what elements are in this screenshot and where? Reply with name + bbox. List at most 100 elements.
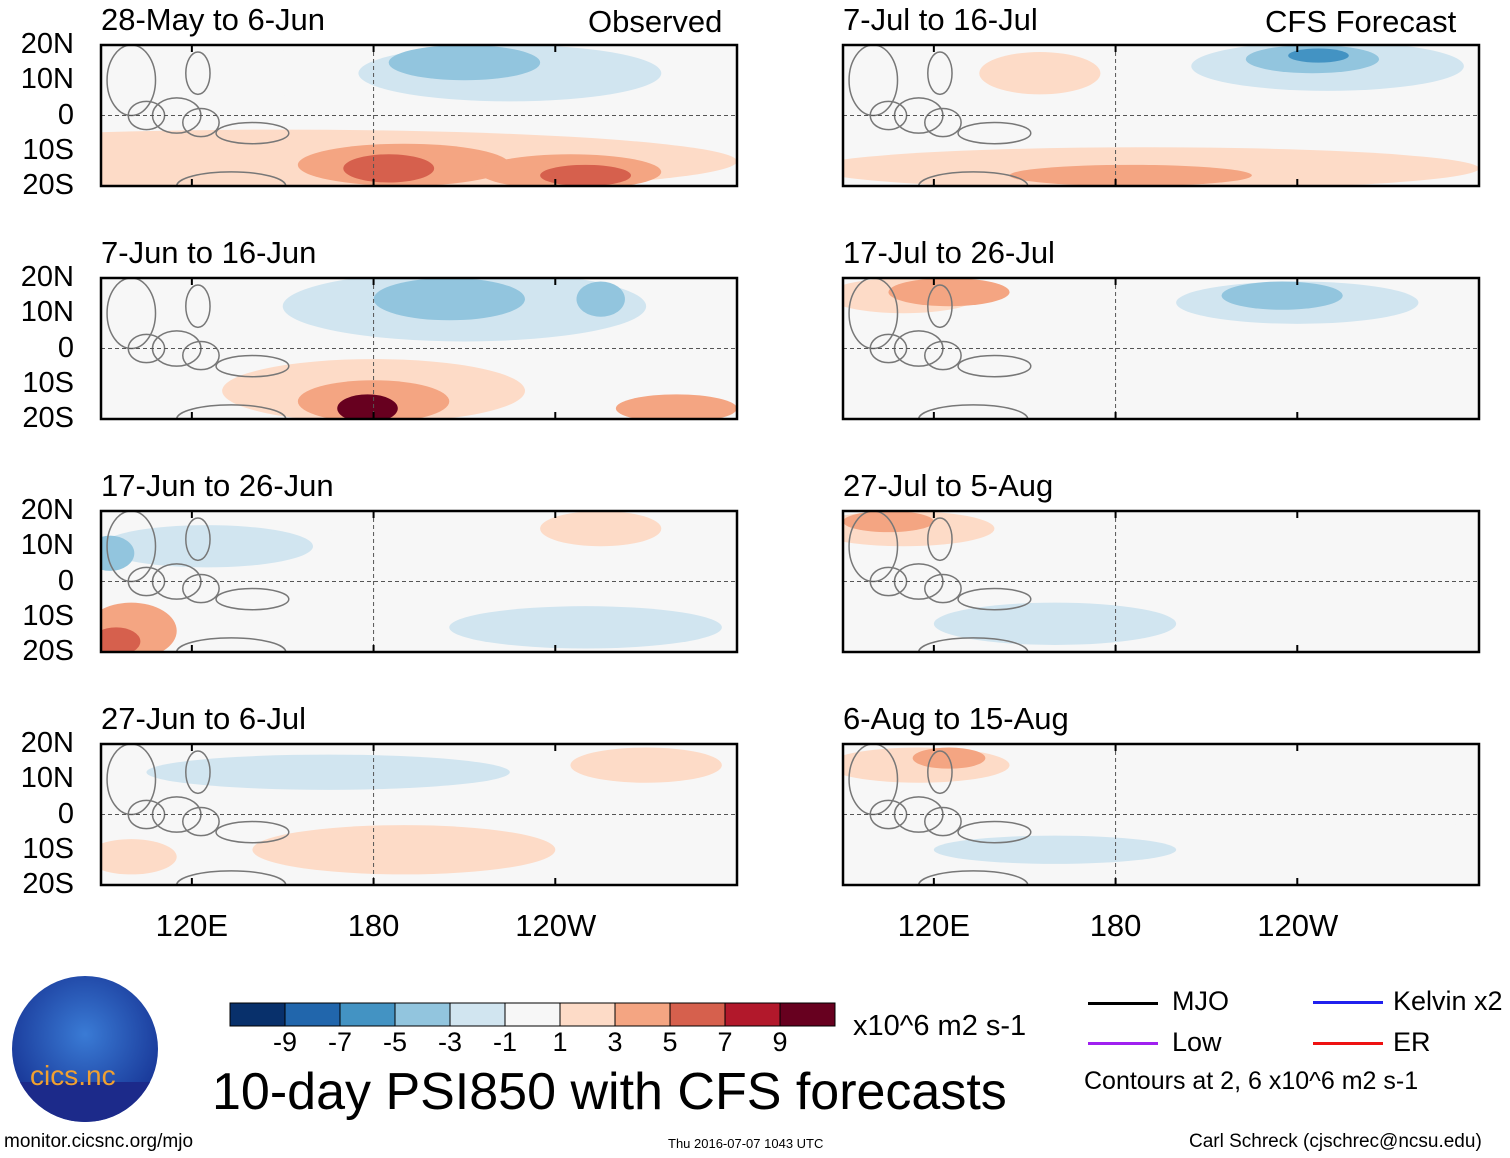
colorbar-swatch (449, 1002, 506, 1027)
coastline (924, 806, 962, 837)
colorbar-swatch (504, 1002, 561, 1027)
colorbar-swatch (614, 1002, 671, 1027)
colorbar-swatch (779, 1002, 836, 1027)
coastline (927, 51, 953, 96)
map-panel (101, 744, 737, 885)
lat-label: 0 (57, 98, 74, 131)
map-panel (843, 45, 1479, 186)
coastline (924, 107, 962, 138)
lat-label: 10N (20, 296, 74, 329)
cics-logo: cics.nc (12, 976, 158, 1122)
coastline (182, 107, 220, 138)
coastline (924, 340, 962, 371)
lon-label: 120E (155, 908, 229, 943)
lat-label: 20N (20, 494, 74, 526)
anomaly-region (337, 394, 398, 419)
coastline (185, 517, 211, 562)
legend-kelvin-line (1313, 1001, 1383, 1004)
colorbar-tick: -9 (272, 1027, 297, 1057)
lon-label: 120W (1257, 908, 1339, 943)
coastline (185, 284, 211, 329)
anomaly-region (343, 154, 435, 183)
colorbar-tick: 3 (607, 1027, 623, 1057)
colorbar-swatch (229, 1002, 286, 1027)
logo-text: cics.nc (30, 1060, 116, 1091)
lat-label: 20N (20, 28, 74, 60)
anomaly-region (1221, 281, 1343, 310)
anomaly-region (449, 606, 722, 649)
coastline (175, 637, 287, 652)
colorbar-swatch (559, 1002, 616, 1027)
panel-title: 17-Jul to 26-Jul (843, 235, 1055, 270)
coastline (215, 587, 290, 611)
anomaly-region (146, 754, 510, 790)
colorbar-tick: 9 (772, 1027, 788, 1057)
anomaly-region (933, 602, 1177, 645)
lat-label: 20N (20, 727, 74, 759)
legend-low-line (1088, 1042, 1158, 1045)
coastline (175, 870, 287, 885)
lat-label: 20S (22, 169, 74, 201)
lat-label: 20N (20, 261, 74, 293)
panel-title: 27-Jul to 5-Aug (843, 468, 1054, 503)
lon-label: 180 (1089, 908, 1142, 943)
observed-label: Observed (588, 4, 723, 39)
lat-label: 10S (22, 832, 74, 865)
lon-label: 180 (347, 908, 400, 943)
lat-label: 20S (22, 868, 74, 900)
coastline (917, 870, 1029, 885)
coastline (215, 820, 290, 844)
colorbar-swatch (339, 1002, 396, 1027)
panel-title: 6-Aug to 15-Aug (843, 701, 1069, 736)
legend-mjo: MJO (1172, 986, 1229, 1016)
anomaly-region (252, 825, 556, 875)
lon-label: 120W (515, 908, 597, 943)
legend-low: Low (1172, 1027, 1222, 1057)
coastline (215, 121, 290, 145)
colorbar-tick: 5 (662, 1027, 678, 1057)
anomaly-region (373, 278, 525, 321)
lat-label: 10N (20, 762, 74, 795)
anomaly-region (576, 281, 625, 317)
colorbar-units: x10^6 m2 s-1 (853, 1010, 1027, 1042)
colorbar-tick: -1 (492, 1027, 517, 1057)
coastline (185, 51, 211, 96)
coastline (182, 806, 220, 837)
panel-frame (841, 276, 1481, 421)
panel-title: 17-Jun to 26-Jun (101, 468, 334, 503)
lat-label: 10S (22, 599, 74, 632)
colorbar-tick: -3 (437, 1027, 462, 1057)
panel-frame (841, 742, 1481, 887)
coastline (185, 750, 211, 795)
colorbar-tick: -5 (382, 1027, 407, 1057)
map-panel (843, 511, 1479, 652)
anomaly-region (843, 511, 934, 533)
coastline (924, 573, 962, 604)
lat-label: 0 (57, 564, 74, 597)
coastline (957, 820, 1032, 844)
anomaly-region (101, 839, 177, 875)
panel-frame (99, 509, 739, 654)
panel-title: 27-Jun to 6-Jul (101, 701, 307, 736)
lat-label: 0 (57, 797, 74, 830)
lat-label: 20S (22, 402, 74, 434)
footer-author: Carl Schreck (cjschrec@ncsu.edu) (1189, 1131, 1482, 1152)
lat-label: 20S (22, 635, 74, 667)
lat-label: 10N (20, 63, 74, 96)
colorbar-swatch (284, 1002, 341, 1027)
anomaly-region (979, 52, 1101, 95)
panel-frame (841, 509, 1481, 654)
coastline (957, 354, 1032, 378)
anomaly-region (1312, 807, 1464, 871)
colorbar-tick: -7 (327, 1027, 352, 1057)
colorbar-swatch (669, 1002, 726, 1027)
coastline (182, 340, 220, 371)
panel-frame (99, 276, 739, 421)
legend-mjo-line (1088, 1002, 1158, 1005)
coastline (927, 517, 953, 562)
footer-url: monitor.cicsnc.org/mjo (4, 1131, 194, 1152)
cfs-forecast-label: CFS Forecast (1265, 4, 1457, 39)
